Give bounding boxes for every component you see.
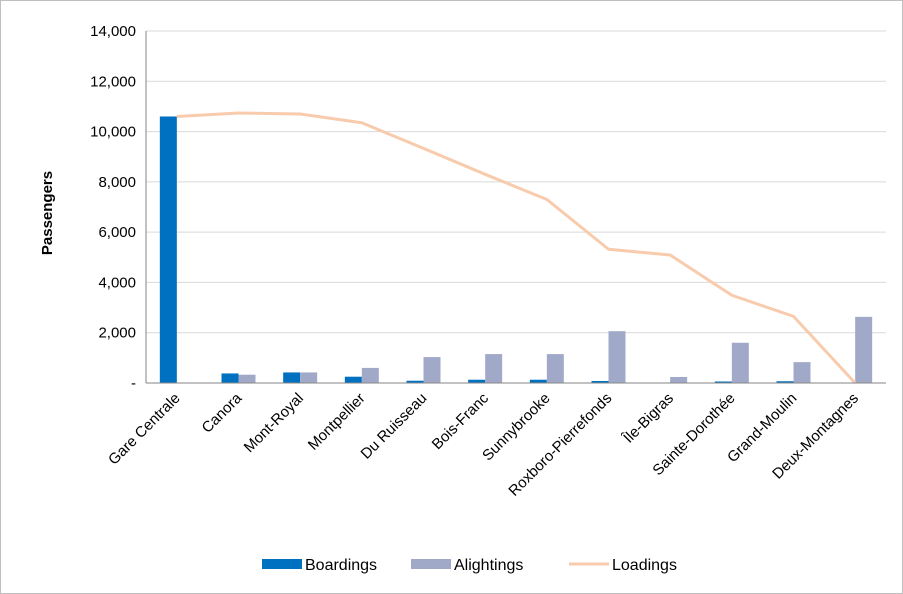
y-tick-label: -: [131, 375, 136, 392]
x-tick-label: Île-Bigras: [619, 390, 677, 448]
loadings-line-group: [176, 111, 857, 385]
legend: Boardings Alightings Loadings: [262, 557, 677, 574]
boardings-bar: [344, 376, 362, 383]
axes: [145, 31, 886, 384]
alightings-legend-label: Alightings: [454, 557, 523, 574]
x-tick-label: Mont-Royal: [241, 390, 307, 456]
y-tick-label: 8,000: [98, 174, 136, 191]
boardings-bar: [283, 372, 301, 383]
boardings-legend-swatch: [262, 559, 302, 569]
alightings-bar: [361, 367, 379, 383]
y-axis-label: Passengers: [39, 171, 56, 255]
alightings-bar: [546, 354, 564, 383]
boardings-bar: [529, 379, 547, 383]
alightings-bar: [608, 331, 626, 383]
boardings-bar: [468, 379, 486, 383]
y-tick-label: 10,000: [90, 124, 136, 141]
y-tick-label: 4,000: [98, 274, 136, 291]
alightings-bar: [855, 316, 873, 383]
alightings-bar: [731, 342, 749, 383]
x-tick-label: Canora: [199, 389, 246, 436]
x-tick-labels: Gare Centrale CanoraMont-RoyalMontpellier…: [105, 389, 862, 499]
loadings-legend-label: Loadings: [612, 557, 677, 574]
x-tick-label: Roxboro-Pierrefonds: [505, 390, 615, 500]
bars: [159, 116, 873, 383]
x-tick-label: Bois-Franc: [429, 389, 493, 453]
boardings-bar: [591, 380, 609, 383]
y-tick-label: 12,000: [90, 73, 136, 90]
y-tick-labels: - 2,000 4,000 6,000 8,000 10,000 12,000 14,000: [90, 23, 136, 392]
boardings-bar: [714, 381, 732, 383]
y-tick-label: 6,000: [98, 224, 136, 241]
x-tick-label: Montpellier: [305, 390, 369, 454]
boardings-legend-label: Boardings: [305, 557, 377, 574]
y-tick-label: 14,000: [90, 23, 136, 40]
x-tick-label: Gare Centrale: [105, 390, 184, 469]
alightings-bar: [238, 374, 256, 383]
alightings-bar: [423, 357, 441, 383]
alightings-bar: [670, 376, 688, 383]
y-tick-label: 2,000: [98, 325, 136, 342]
x-tick-label: Du Ruisseau: [358, 390, 431, 463]
alightings-bar: [793, 362, 811, 383]
loadings-line: [176, 111, 857, 385]
alightings-legend-swatch: [411, 559, 451, 569]
gridlines: [146, 30, 886, 334]
boardings-bar: [776, 381, 794, 383]
alightings-bar: [300, 372, 318, 383]
boardings-bar: [159, 116, 177, 383]
boardings-bar: [221, 373, 239, 383]
alightings-bar: [485, 354, 503, 383]
boardings-bar: [406, 380, 424, 383]
